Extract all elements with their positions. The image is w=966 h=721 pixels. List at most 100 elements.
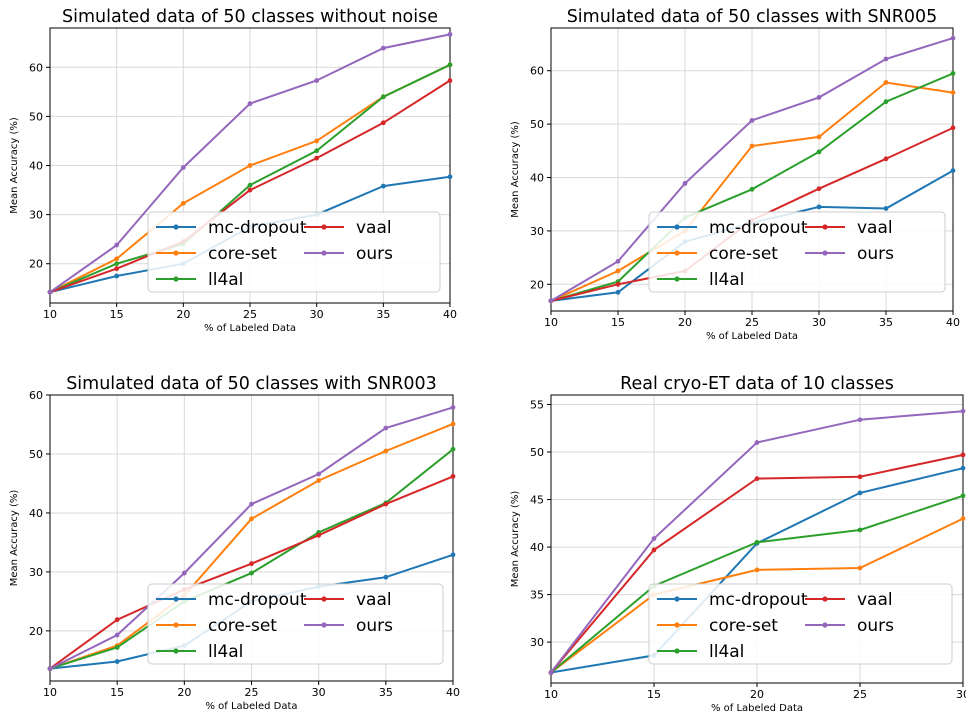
legend-marker-ll4al xyxy=(173,276,179,282)
legend-marker-vaal xyxy=(321,596,327,602)
legend-label-ll4al: ll4al xyxy=(709,642,744,662)
data-point-core-set xyxy=(960,516,966,521)
y-tick-label: 60 xyxy=(29,389,43,402)
data-point-core-set xyxy=(754,567,760,573)
y-tick-label: 60 xyxy=(530,65,544,78)
legend-marker-ll4al xyxy=(674,648,680,654)
legend: mc-dropout core-set ll4al vaal ours xyxy=(648,583,953,665)
data-point-core-set xyxy=(857,565,863,571)
y-tick-label: 30 xyxy=(29,209,43,222)
data-point-mc-dropout xyxy=(615,289,621,295)
data-point-ours xyxy=(950,35,956,41)
data-point-vaal xyxy=(314,155,320,161)
y-tick-label: 40 xyxy=(530,541,544,554)
data-point-vaal xyxy=(249,561,254,567)
x-tick-label: 30 xyxy=(312,686,326,699)
x-tick-label: 35 xyxy=(376,308,390,321)
legend-label-ours: ours xyxy=(857,244,894,264)
y-tick-label: 50 xyxy=(29,448,43,461)
legend-marker-core-set xyxy=(674,250,680,256)
chart-title: Simulated data of 50 classes with SNR003 xyxy=(66,374,437,394)
data-point-core-set xyxy=(114,256,120,262)
x-tick-label: 20 xyxy=(177,686,191,699)
data-point-core-set xyxy=(316,478,322,483)
data-point-ll4al xyxy=(883,99,889,105)
data-point-vaal xyxy=(960,452,966,458)
legend: mc-dropout core-set ll4al vaal ours xyxy=(648,211,946,293)
chart-panel-2: 10 15 20 25 30 35 40 20 30 40 50 60 Simulated data o… xyxy=(510,7,960,342)
chart-title: Simulated data of 50 classes without noi… xyxy=(62,7,438,27)
legend-marker-ours xyxy=(321,622,327,628)
data-point-ll4al xyxy=(447,62,453,68)
legend-marker-core-set xyxy=(674,622,680,628)
y-tick-label: 30 xyxy=(530,636,544,649)
x-tick-label: 25 xyxy=(243,308,257,321)
y-tick-label: 20 xyxy=(29,258,43,271)
chart-title: Simulated data of 50 classes with SNR005 xyxy=(567,7,938,27)
data-point-vaal xyxy=(615,281,621,287)
data-point-core-set xyxy=(314,138,320,144)
data-point-mc-dropout xyxy=(816,204,822,210)
data-point-ours xyxy=(314,78,320,83)
legend-label-vaal: vaal xyxy=(857,590,893,610)
data-point-ours xyxy=(47,289,53,295)
legend-label-vaal: vaal xyxy=(356,590,392,610)
legend-label-core-set: core-set xyxy=(709,244,778,264)
data-point-ours xyxy=(47,666,53,672)
legend-marker-mc-dropout xyxy=(674,224,680,230)
data-point-ours xyxy=(548,670,554,675)
y-tick-label: 45 xyxy=(530,494,544,507)
x-axis-label: % of Labeled Data xyxy=(711,703,803,714)
data-point-ll4al xyxy=(314,148,320,154)
x-tick-label: 35 xyxy=(879,316,893,329)
legend-label-mc-dropout: mc-dropout xyxy=(709,590,808,610)
data-point-core-set xyxy=(249,516,254,522)
x-tick-label: 40 xyxy=(446,686,460,699)
legend-label-ours: ours xyxy=(857,616,894,636)
x-tick-label: 10 xyxy=(544,688,558,701)
y-tick-label: 30 xyxy=(530,225,544,238)
legend-marker-mc-dropout xyxy=(173,224,179,230)
data-point-vaal xyxy=(651,547,657,553)
data-point-core-set xyxy=(383,448,389,454)
y-tick-label: 30 xyxy=(29,566,43,579)
data-point-core-set xyxy=(450,421,456,427)
data-point-ll4al xyxy=(249,570,254,576)
y-tick-label: 50 xyxy=(530,446,544,459)
legend-box xyxy=(648,211,946,293)
data-point-vaal xyxy=(383,501,389,507)
y-axis-label: Mean Accuracy (%) xyxy=(510,121,521,218)
data-point-ll4al xyxy=(380,94,386,100)
legend-marker-ours xyxy=(822,250,828,256)
data-point-vaal xyxy=(816,186,822,192)
y-tick-label: 50 xyxy=(530,118,544,131)
data-point-vaal xyxy=(380,120,386,126)
x-tick-label: 15 xyxy=(110,308,124,321)
data-point-vaal xyxy=(857,474,863,480)
data-point-ours xyxy=(651,536,657,541)
y-tick-label: 35 xyxy=(530,589,544,602)
legend-label-ours: ours xyxy=(356,616,393,636)
data-point-ll4al xyxy=(816,149,822,155)
data-point-ours xyxy=(447,31,453,37)
x-tick-label: 15 xyxy=(611,316,625,329)
data-point-vaal xyxy=(114,266,120,272)
legend-marker-vaal xyxy=(822,596,828,602)
data-point-ours xyxy=(754,440,760,445)
data-point-vaal xyxy=(950,125,956,131)
legend-label-ll4al: ll4al xyxy=(208,270,243,290)
legend-marker-mc-dropout xyxy=(173,596,179,602)
data-point-vaal xyxy=(883,156,889,162)
x-axis-label: % of Labeled Data xyxy=(706,331,798,342)
data-point-ours xyxy=(249,501,254,507)
legend-label-mc-dropout: mc-dropout xyxy=(208,218,307,238)
legend-marker-ours xyxy=(822,622,828,628)
y-tick-label: 40 xyxy=(29,160,43,173)
chart-title: Real cryo-ET data of 10 classes xyxy=(620,374,894,394)
y-tick-label: 20 xyxy=(29,625,43,638)
x-tick-label: 15 xyxy=(110,686,124,699)
x-tick-label: 35 xyxy=(379,686,393,699)
x-tick-label: 10 xyxy=(544,316,558,329)
